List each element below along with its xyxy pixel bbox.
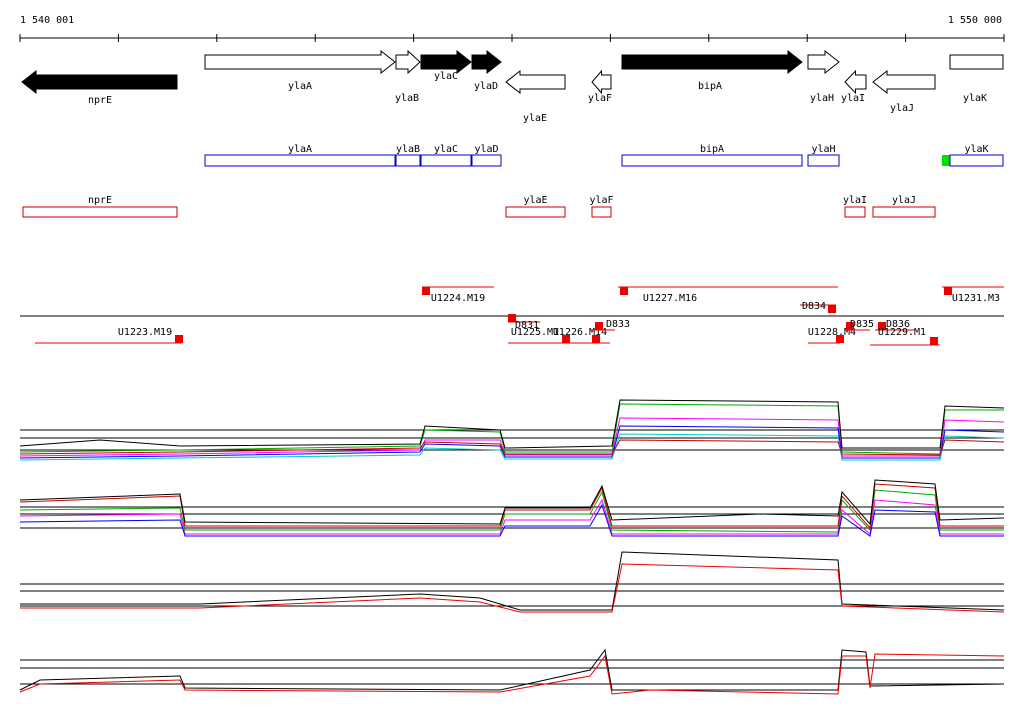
start-coord: 1 540 001 [20, 15, 74, 26]
blue-box [420, 154, 472, 167]
gene-label: ylaD [474, 81, 498, 92]
unit-label: U1226.M14 [553, 327, 607, 338]
gene-arrow [420, 49, 472, 75]
unit-label: U1224.M19 [431, 293, 485, 304]
unit-label: U1229.M1 [878, 327, 926, 338]
blue-label: ylaC [434, 144, 458, 155]
gene-arrow [471, 49, 502, 75]
gene-arrow [21, 69, 178, 95]
unit-mark [175, 335, 183, 343]
unit-mark [422, 287, 430, 295]
unit-mark [836, 335, 844, 343]
unit-label: D834 [802, 301, 826, 312]
gene-arrow [949, 54, 1004, 70]
blue-label: ylaB [396, 144, 420, 155]
panel-4 [19, 648, 1005, 695]
unit-mark [930, 337, 938, 345]
gene-arrow [844, 69, 867, 95]
red-label: ylaI [843, 195, 867, 206]
red-box [872, 206, 936, 218]
blue-box [807, 154, 840, 167]
blue-box [395, 154, 421, 167]
red-box [591, 206, 612, 218]
unit-mark [620, 287, 628, 295]
unit-mark [592, 335, 600, 343]
gene-label: ylaC [434, 71, 458, 82]
blue-label: ylaK [964, 144, 988, 155]
blue-label: ylaA [288, 144, 312, 155]
unit-mark [595, 322, 603, 330]
unit-mark [828, 305, 836, 313]
red-box [505, 206, 566, 218]
unit-label: U1223.M19 [118, 327, 172, 338]
panel-1 [19, 399, 1005, 461]
promoter-mark [942, 155, 950, 166]
gene-arrow [621, 49, 803, 75]
red-box [22, 206, 178, 218]
unit-mark [846, 322, 854, 330]
blue-box [204, 154, 396, 167]
blue-label: ylaD [474, 144, 498, 155]
gene-label: ylaE [523, 113, 547, 124]
unit-label: U1225.M1 [511, 327, 559, 338]
unit-mark [944, 287, 952, 295]
gene-label: ylaK [963, 93, 987, 104]
unit-mark [562, 335, 570, 343]
gene-label: ylaH [810, 93, 834, 104]
unit-mark [508, 314, 516, 322]
gene-arrow [591, 69, 612, 95]
gene-label: ylaI [841, 93, 865, 104]
end-coord: 1 550 000 [948, 15, 1002, 26]
unit-label: D833 [606, 319, 630, 330]
unit-label: U1227.M16 [643, 293, 697, 304]
unit-label: U1231.M3 [952, 293, 1000, 304]
gene-arrow [807, 49, 840, 75]
blue-label: bipA [700, 144, 724, 155]
red-label: ylaF [589, 195, 613, 206]
blue-label: ylaH [811, 144, 835, 155]
panel-2 [19, 479, 1005, 537]
blue-box [621, 154, 803, 167]
unit-label: D835 [850, 319, 874, 330]
gene-arrow [395, 49, 421, 75]
red-label: nprE [88, 195, 112, 206]
unit-label: D831 [515, 320, 539, 331]
red-box [844, 206, 866, 218]
gene-label: ylaJ [890, 103, 914, 114]
gene-arrow [505, 69, 566, 95]
red-label: ylaE [523, 195, 547, 206]
gene-label: ylaB [395, 93, 419, 104]
unit-label: U1228.M4 [808, 327, 856, 338]
blue-box [471, 154, 502, 167]
panel-3 [20, 551, 1005, 613]
unit-label: D836 [886, 319, 910, 330]
gene-label: ylaF [588, 93, 612, 104]
gene-arrow [872, 69, 936, 95]
gene-label: nprE [88, 95, 112, 106]
gene-label: ylaA [288, 81, 312, 92]
gene-arrow [204, 49, 396, 75]
unit-mark [878, 322, 886, 330]
blue-box [949, 154, 1004, 167]
gene-label: bipA [698, 81, 722, 92]
red-label: ylaJ [892, 195, 916, 206]
